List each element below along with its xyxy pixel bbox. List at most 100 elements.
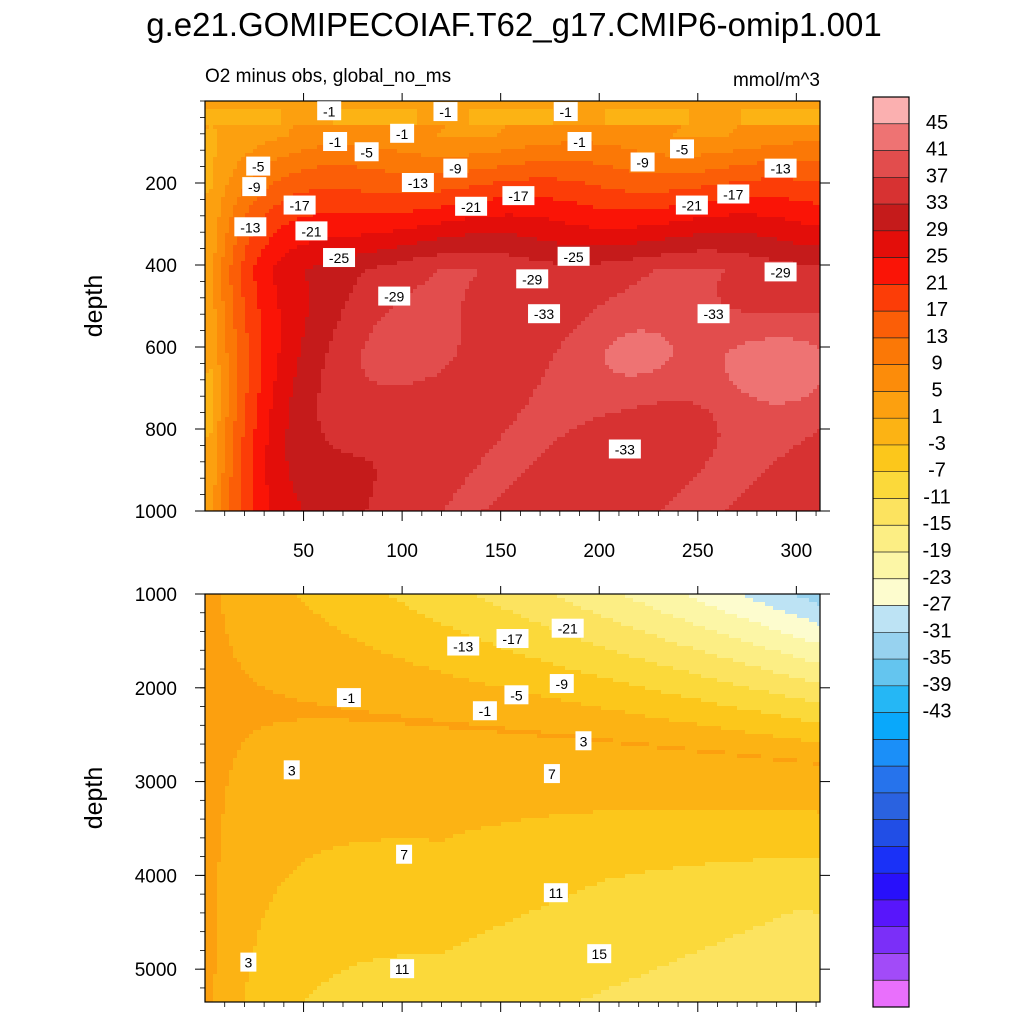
heatmap-cell <box>525 153 530 158</box>
heatmap-cell <box>213 181 218 186</box>
heatmap-cell <box>421 193 426 198</box>
heatmap-cell <box>281 165 286 170</box>
heatmap-cell <box>481 165 486 170</box>
heatmap-cell <box>429 229 434 234</box>
heatmap-cell <box>249 129 254 134</box>
heatmap-cell <box>441 145 446 150</box>
heatmap-cell <box>601 177 606 182</box>
heatmap-cell <box>493 161 498 166</box>
heatmap-cell <box>421 225 426 230</box>
heatmap-cell <box>429 193 434 198</box>
heatmap-cell <box>809 133 814 138</box>
heatmap-cell <box>445 129 450 134</box>
heatmap-cell <box>785 177 790 182</box>
heatmap-cell <box>589 117 594 122</box>
heatmap-cell <box>749 189 754 194</box>
heatmap-cell <box>673 101 678 106</box>
heatmap-cell <box>613 197 618 202</box>
heatmap-cell <box>721 105 726 110</box>
heatmap-cell <box>493 201 498 206</box>
heatmap-cell <box>209 193 214 198</box>
heatmap-cell <box>329 229 334 234</box>
heatmap-cell <box>325 217 330 222</box>
heatmap-cell <box>341 105 346 110</box>
heatmap-cell <box>353 169 358 174</box>
heatmap-cell <box>493 177 498 182</box>
heatmap-cell <box>517 181 522 186</box>
heatmap-cell <box>537 181 542 186</box>
heatmap-cell <box>281 205 286 210</box>
heatmap-cell <box>693 185 698 190</box>
heatmap-cell <box>565 149 570 154</box>
heatmap-cell <box>597 221 602 226</box>
heatmap-cell <box>353 201 358 206</box>
heatmap-cell <box>393 213 398 218</box>
heatmap-cell <box>805 129 810 134</box>
heatmap-cell <box>485 201 490 206</box>
heatmap-cell <box>473 189 478 194</box>
heatmap-cell <box>529 169 534 174</box>
heatmap-cell <box>761 113 766 118</box>
heatmap-cell <box>665 109 670 114</box>
heatmap-cell <box>773 141 778 146</box>
heatmap-cell <box>609 189 614 194</box>
heatmap-cell <box>545 105 550 110</box>
heatmap-cell <box>209 169 214 174</box>
heatmap-cell <box>205 225 210 230</box>
heatmap-cell <box>313 173 318 178</box>
heatmap-cell <box>729 129 734 134</box>
heatmap-cell <box>321 153 326 158</box>
heatmap-cell <box>757 137 762 142</box>
heatmap-cell <box>473 133 478 138</box>
heatmap-cell <box>677 137 682 142</box>
heatmap-cell <box>361 177 366 182</box>
heatmap-cell <box>365 201 370 206</box>
heatmap-cell <box>673 193 678 198</box>
heatmap-cell <box>637 173 642 178</box>
heatmap-cell <box>769 197 774 202</box>
heatmap-cell <box>569 149 574 154</box>
heatmap-cell <box>273 213 278 218</box>
heatmap-cell <box>765 225 770 230</box>
heatmap-cell <box>217 209 222 214</box>
heatmap-cell <box>489 181 494 186</box>
heatmap-cell <box>553 181 558 186</box>
heatmap-cell <box>517 121 522 126</box>
heatmap-cell <box>245 149 250 154</box>
heatmap-cell <box>773 189 778 194</box>
heatmap-cell <box>401 229 406 234</box>
heatmap-cell <box>297 129 302 134</box>
heatmap-cell <box>497 185 502 190</box>
heatmap-cell <box>489 133 494 138</box>
heatmap-cell <box>313 217 318 222</box>
heatmap-cell <box>365 209 370 214</box>
heatmap-cell <box>805 133 810 138</box>
heatmap-cell <box>221 121 226 126</box>
heatmap-cell <box>377 213 382 218</box>
heatmap-cell <box>761 153 766 158</box>
heatmap-cell <box>369 173 374 178</box>
heatmap-cell <box>217 217 222 222</box>
heatmap-cell <box>721 217 726 222</box>
heatmap-cell <box>545 185 550 190</box>
heatmap-cell <box>741 125 746 130</box>
heatmap-cell <box>593 141 598 146</box>
heatmap-cell <box>801 165 806 170</box>
heatmap-cell <box>233 197 238 202</box>
heatmap-cell <box>637 105 642 110</box>
heatmap-cell <box>793 201 798 206</box>
heatmap-cell <box>797 117 802 122</box>
heatmap-cell <box>505 105 510 110</box>
heatmap-cell <box>281 145 286 150</box>
heatmap-cell <box>505 213 510 218</box>
heatmap-cell <box>329 173 334 178</box>
heatmap-cell <box>281 101 286 106</box>
heatmap-cell <box>265 209 270 214</box>
heatmap-cell <box>657 105 662 110</box>
heatmap-cell <box>657 193 662 198</box>
heatmap-cell <box>209 181 214 186</box>
heatmap-cell <box>629 145 634 150</box>
heatmap-cell <box>573 129 578 134</box>
heatmap-cell <box>301 173 306 178</box>
heatmap-cell <box>273 141 278 146</box>
